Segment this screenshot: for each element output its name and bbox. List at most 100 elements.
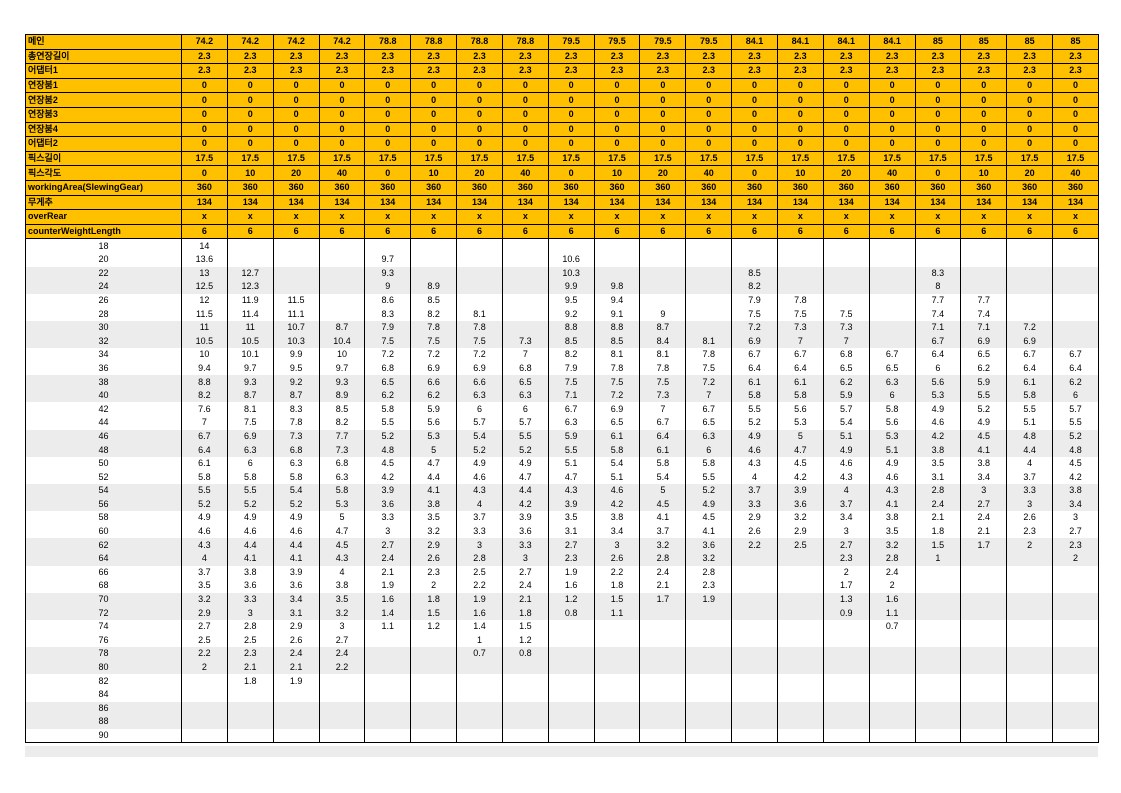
- capacity-cell: 2.1: [960, 524, 1008, 539]
- header-cell: 360: [272, 179, 320, 196]
- capacity-cell: 1.5: [501, 619, 549, 634]
- capacity-cell: 8.1: [456, 307, 503, 321]
- header-cell: 2.3: [731, 48, 778, 65]
- capacity-cell: 2.3: [1006, 524, 1054, 539]
- capacity-cell: 5.6: [914, 375, 962, 389]
- capacity-cell: [1052, 238, 1099, 253]
- capacity-cell: 8.1: [685, 334, 733, 349]
- capacity-cell: 7.9: [364, 320, 412, 335]
- capacity-cell: [639, 687, 687, 702]
- header-cell: 40: [868, 165, 916, 181]
- header-cell: 0: [685, 136, 733, 152]
- capacity-cell: 2.1: [501, 592, 549, 607]
- header-cell: 134: [639, 194, 687, 211]
- table-row: 72 2.9 3 3.1 3.2 1.4 1.5 1.6 1.8 0.8 1.1 0.9 1.1: [25, 606, 1099, 620]
- header-cell: 2.3: [456, 63, 503, 79]
- capacity-cell: [364, 687, 412, 702]
- capacity-cell: 3.1: [547, 524, 595, 539]
- capacity-cell: [868, 660, 916, 675]
- capacity-cell: [731, 606, 778, 620]
- header-cell: 0: [731, 165, 778, 181]
- capacity-cell: [960, 592, 1008, 607]
- capacity-cell: 7.9: [731, 293, 778, 308]
- header-label: 연장붐2: [25, 92, 182, 108]
- radius-cell: 62: [25, 538, 182, 552]
- header-cell: 0: [731, 121, 778, 138]
- capacity-cell: 3.4: [960, 470, 1008, 484]
- header-cell: 0: [960, 92, 1008, 108]
- capacity-cell: 3.1: [272, 606, 320, 620]
- header-cell: 0: [364, 121, 412, 138]
- capacity-cell: 6.5: [685, 416, 733, 430]
- header-cell: 0: [639, 136, 687, 152]
- capacity-cell: [960, 606, 1008, 620]
- capacity-cell: 3.5: [868, 524, 916, 539]
- capacity-cell: 8.6: [364, 293, 412, 308]
- header-cell: 74.2: [272, 34, 320, 50]
- capacity-cell: 5.3: [776, 416, 824, 430]
- capacity-cell: 7.2: [456, 348, 503, 362]
- capacity-cell: 7.2: [364, 348, 412, 362]
- capacity-cell: 1.9: [456, 592, 503, 607]
- header-cell: 17.5: [776, 150, 824, 167]
- load-chart-body: 메인 74.2 74.2 74.2 74.2 78.8 78.8 78.8 78.8 79.5 79…: [25, 34, 1099, 744]
- capacity-cell: 2.7: [501, 565, 549, 580]
- capacity-cell: [1006, 307, 1054, 321]
- capacity-cell: 3.3: [226, 592, 274, 607]
- header-cell: 360: [456, 179, 503, 196]
- table-row: 70 3.2 3.3 3.4 3.5 1.6 1.8 1.9 2.1 1.2 1.5 1.7 1.9 1.…: [25, 592, 1099, 607]
- header-cell: 0: [226, 121, 274, 138]
- capacity-cell: 2.9: [410, 538, 458, 552]
- radius-cell: 66: [25, 565, 182, 580]
- header-label: 어댑터1: [25, 63, 182, 79]
- capacity-cell: 6.1: [1006, 375, 1054, 389]
- capacity-cell: [868, 687, 916, 702]
- capacity-cell: [731, 647, 778, 661]
- capacity-cell: 2.9: [731, 511, 778, 525]
- header-cell: 0: [822, 121, 870, 138]
- capacity-cell: 6.4: [914, 348, 962, 362]
- capacity-cell: 9.7: [364, 252, 412, 267]
- capacity-cell: 10.6: [547, 252, 595, 267]
- capacity-cell: [456, 266, 503, 281]
- header-cell: 134: [914, 194, 962, 211]
- capacity-cell: [501, 715, 549, 729]
- capacity-cell: 5.7: [822, 402, 870, 417]
- header-label: 연장붐3: [25, 106, 182, 123]
- header-cell: 2.3: [410, 63, 458, 79]
- capacity-cell: 6.9: [410, 361, 458, 376]
- capacity-cell: 4.5: [960, 429, 1008, 444]
- capacity-cell: 6: [868, 388, 916, 403]
- capacity-cell: 7: [181, 416, 228, 430]
- capacity-cell: [685, 715, 733, 729]
- capacity-cell: [593, 266, 641, 281]
- header-label: counterWeightLength: [25, 223, 182, 240]
- capacity-cell: [914, 687, 962, 702]
- capacity-cell: 6.7: [1006, 348, 1054, 362]
- header-row: 연장붐4 0 0 0 0 0 0 0 0 0 0 0 0 0 0 0 0 0 0 0 0: [25, 121, 1099, 138]
- header-row: 어댑터1 2.3 2.3 2.3 2.3 2.3 2.3 2.3 2.3 2.3 2.3 2.3 2.3…: [25, 63, 1099, 79]
- capacity-cell: 3: [364, 524, 412, 539]
- capacity-cell: 3.5: [181, 579, 228, 593]
- header-cell: 2.3: [685, 63, 733, 79]
- header-cell: 2.3: [318, 48, 366, 65]
- capacity-cell: 7.5: [731, 307, 778, 321]
- capacity-cell: 2.6: [1006, 511, 1054, 525]
- capacity-cell: [1006, 715, 1054, 729]
- capacity-cell: 6.9: [593, 402, 641, 417]
- capacity-cell: [1006, 592, 1054, 607]
- capacity-cell: [547, 660, 595, 675]
- radius-cell: 40: [25, 388, 182, 403]
- table-row: 48 6.4 6.3 6.8 7.3 4.8 5 5.2 5.2 5.5 5.8 6.1 6 4.6 4.7…: [25, 443, 1099, 457]
- capacity-cell: [364, 660, 412, 675]
- header-cell: 2.3: [501, 48, 549, 65]
- header-cell: 0: [1006, 106, 1054, 123]
- capacity-cell: [501, 280, 549, 294]
- header-cell: 134: [272, 194, 320, 211]
- capacity-cell: [593, 728, 641, 744]
- header-cell: 74.2: [226, 34, 274, 50]
- capacity-cell: 7.2: [593, 388, 641, 403]
- capacity-cell: [822, 619, 870, 634]
- capacity-cell: 13.6: [181, 252, 228, 267]
- capacity-cell: [868, 293, 916, 308]
